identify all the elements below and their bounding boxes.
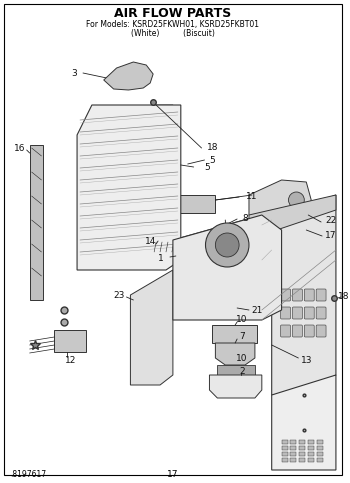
- Text: 3: 3: [71, 69, 77, 77]
- Polygon shape: [272, 375, 336, 470]
- Text: 10: 10: [236, 354, 248, 363]
- Bar: [229, 311, 239, 316]
- Bar: [229, 295, 239, 300]
- Bar: [299, 452, 305, 456]
- Circle shape: [205, 223, 249, 267]
- Bar: [317, 458, 323, 462]
- Polygon shape: [153, 105, 173, 125]
- Bar: [282, 446, 287, 450]
- Text: 18: 18: [206, 142, 218, 152]
- Text: 18: 18: [338, 292, 350, 300]
- Polygon shape: [227, 245, 232, 265]
- Bar: [299, 446, 305, 450]
- Bar: [317, 452, 323, 456]
- Bar: [308, 458, 314, 462]
- Bar: [282, 440, 287, 444]
- Bar: [54, 330, 86, 352]
- Text: AIR FLOW PARTS: AIR FLOW PARTS: [114, 6, 232, 19]
- Bar: [290, 446, 296, 450]
- Bar: [30, 145, 43, 300]
- Polygon shape: [210, 245, 227, 256]
- Text: 22: 22: [326, 215, 337, 225]
- Polygon shape: [249, 180, 311, 225]
- Bar: [290, 458, 296, 462]
- Circle shape: [215, 233, 239, 257]
- FancyBboxPatch shape: [281, 289, 290, 301]
- Text: 5: 5: [210, 156, 215, 165]
- Bar: [290, 452, 296, 456]
- Polygon shape: [209, 375, 262, 398]
- Text: 7: 7: [239, 331, 245, 341]
- Bar: [308, 452, 314, 456]
- Text: 10: 10: [236, 314, 248, 324]
- FancyBboxPatch shape: [281, 307, 290, 319]
- FancyBboxPatch shape: [316, 289, 326, 301]
- Bar: [299, 458, 305, 462]
- Text: 5: 5: [205, 162, 210, 171]
- Text: 23: 23: [113, 290, 124, 299]
- Polygon shape: [188, 240, 267, 310]
- Text: 13: 13: [301, 355, 312, 365]
- FancyBboxPatch shape: [293, 325, 302, 337]
- Bar: [212, 325, 257, 343]
- Text: 16: 16: [14, 143, 26, 153]
- Text: 14: 14: [145, 237, 156, 245]
- FancyBboxPatch shape: [293, 289, 302, 301]
- Bar: [290, 440, 296, 444]
- Bar: [282, 458, 287, 462]
- Bar: [299, 440, 305, 444]
- Text: For Models: KSRD25FKWH01, KSRD25FKBT01: For Models: KSRD25FKWH01, KSRD25FKBT01: [86, 19, 259, 28]
- Polygon shape: [117, 68, 138, 85]
- Polygon shape: [77, 105, 181, 270]
- Text: (White)          (Biscuit): (White) (Biscuit): [131, 28, 215, 38]
- Bar: [282, 452, 287, 456]
- Polygon shape: [222, 225, 227, 245]
- Polygon shape: [215, 343, 255, 365]
- Text: .8197617: .8197617: [10, 469, 46, 479]
- FancyBboxPatch shape: [316, 325, 326, 337]
- Bar: [308, 440, 314, 444]
- Text: 17: 17: [325, 230, 337, 240]
- Polygon shape: [131, 270, 173, 385]
- FancyBboxPatch shape: [304, 289, 314, 301]
- Polygon shape: [249, 195, 336, 230]
- Bar: [229, 303, 239, 308]
- Bar: [317, 446, 323, 450]
- Text: 17: 17: [167, 469, 178, 479]
- Bar: [178, 195, 215, 213]
- FancyBboxPatch shape: [304, 307, 314, 319]
- Polygon shape: [227, 235, 244, 245]
- Text: 2: 2: [239, 367, 245, 375]
- Polygon shape: [173, 215, 282, 255]
- Bar: [217, 365, 255, 375]
- FancyBboxPatch shape: [316, 307, 326, 319]
- Polygon shape: [227, 245, 245, 255]
- Polygon shape: [153, 240, 196, 254]
- Polygon shape: [104, 62, 153, 90]
- Circle shape: [288, 192, 304, 208]
- Text: 1: 1: [158, 254, 164, 262]
- FancyBboxPatch shape: [293, 307, 302, 319]
- Text: 12: 12: [65, 355, 77, 365]
- Text: 8: 8: [242, 213, 248, 223]
- Text: 11: 11: [246, 191, 258, 200]
- FancyBboxPatch shape: [281, 325, 290, 337]
- Polygon shape: [272, 195, 336, 395]
- Bar: [317, 440, 323, 444]
- Polygon shape: [210, 235, 227, 245]
- FancyBboxPatch shape: [304, 325, 314, 337]
- Text: 21: 21: [251, 306, 262, 314]
- Bar: [308, 446, 314, 450]
- Polygon shape: [173, 215, 282, 320]
